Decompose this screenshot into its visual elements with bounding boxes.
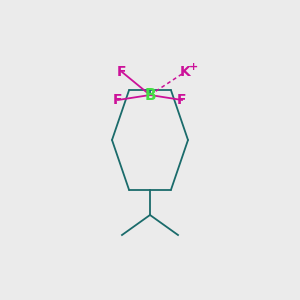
Text: F: F bbox=[113, 93, 123, 107]
Text: +: + bbox=[189, 62, 199, 72]
Text: F: F bbox=[117, 65, 127, 79]
Text: F: F bbox=[177, 93, 187, 107]
Text: B: B bbox=[144, 88, 156, 103]
Text: K: K bbox=[180, 65, 190, 79]
